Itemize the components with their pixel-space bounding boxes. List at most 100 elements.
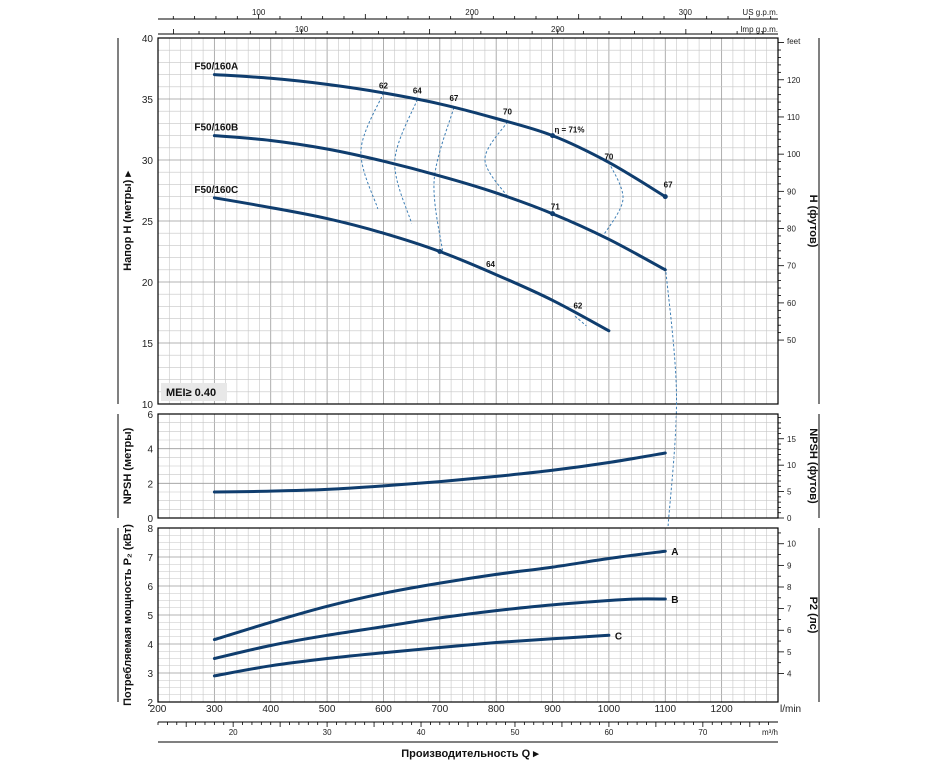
efficiency-isoline	[484, 121, 508, 197]
efficiency-label: 64	[413, 87, 422, 96]
efficiency-isoline	[664, 266, 678, 527]
m3h-tick-label: 40	[417, 728, 426, 737]
bep-marker-b	[550, 211, 556, 217]
mei-box	[161, 383, 227, 401]
head-ytick-label: 25	[142, 217, 154, 228]
head-ytick-label: 15	[142, 339, 154, 350]
power-ytick-label: 4	[147, 640, 153, 651]
head-feet-tick-label: 100	[787, 150, 801, 159]
us-gpm-tick-label: 200	[465, 8, 479, 17]
bep-marker-a-end	[662, 194, 668, 200]
power-curve-label: C	[615, 631, 622, 642]
npsh-ylabel: NPSH (метры)	[122, 427, 134, 504]
m3h-unit: m³/h	[762, 728, 778, 737]
imp-gpm-unit: Imp g.p.m.	[740, 25, 778, 34]
head-feet-tick-label: 120	[787, 76, 801, 85]
efficiency-label: 71	[551, 202, 560, 211]
power-grid-frame	[157, 527, 779, 703]
power-hp-tick-label: 9	[787, 561, 792, 570]
npsh-curve	[212, 451, 667, 494]
power-curve-b	[212, 597, 667, 660]
npsh-feet-tick-label: 5	[787, 488, 792, 497]
mei-annotation: MEI≥ 0.40	[166, 387, 216, 399]
efficiency-label: 64	[486, 260, 495, 269]
power-curve-c	[212, 633, 611, 678]
head-ytick-label: 20	[142, 278, 154, 289]
power-curve-a	[212, 549, 667, 642]
npsh-ylabel-right: NPSH (футов)	[807, 428, 819, 504]
x-lmin-tick-label: 1000	[598, 704, 621, 715]
efficiency-isoline	[394, 99, 418, 224]
us-gpm-tick-label: 300	[679, 8, 693, 17]
npsh-feet-tick-label: 15	[787, 435, 796, 444]
npsh-feet-tick-label: 10	[787, 461, 796, 470]
m3h-tick-label: 70	[698, 728, 707, 737]
imp-gpm-tick-label: 200	[551, 25, 565, 34]
m3h-tick-label: 20	[229, 728, 238, 737]
power-ytick-label: 5	[147, 611, 153, 622]
x-lmin-tick-label: 900	[544, 704, 561, 715]
head-ytick-label: 40	[142, 34, 154, 45]
head-curve-label: F50/160B	[194, 123, 238, 134]
x-lmin-tick-label: 1200	[711, 704, 734, 715]
power-ytick-label: 7	[147, 553, 153, 564]
efficiency-label: 62	[379, 82, 388, 91]
npsh-ytick-label: 2	[147, 479, 153, 490]
m3h-tick-label: 50	[511, 728, 520, 737]
power-ylabel-right: P2 (лс)	[807, 597, 819, 634]
power-ytick-label: 3	[147, 669, 153, 680]
head-feet-unit: feet	[787, 37, 801, 46]
power-ylabel: Потребляемая мощность P₂ (кВт)	[122, 524, 134, 706]
npsh-feet-tick-label: 0	[787, 514, 792, 523]
npsh-ytick-label: 4	[147, 445, 153, 456]
efficiency-label: 62	[573, 301, 582, 310]
power-ytick-label: 8	[147, 524, 153, 535]
us-gpm-unit: US g.p.m.	[742, 8, 778, 17]
head-ylabel-right: H (футов)	[807, 195, 819, 248]
efficiency-label: η = 71%	[554, 126, 584, 135]
x-lmin-tick-label: 600	[375, 704, 392, 715]
head-ytick-label: 35	[142, 95, 154, 106]
power-ytick-label: 2	[147, 698, 153, 709]
efficiency-label: 70	[604, 152, 613, 161]
x-axis-label: Производительность Q ▸	[401, 748, 539, 760]
bep-marker-a	[550, 133, 556, 139]
npsh-ytick-label: 0	[147, 514, 153, 525]
m3h-tick-label: 30	[323, 728, 332, 737]
head-ytick-label: 30	[142, 156, 154, 167]
m3h-tick-label: 60	[604, 728, 613, 737]
npsh-grid-frame	[157, 413, 779, 519]
npsh-ytick-label: 6	[147, 410, 153, 421]
power-hp-tick-label: 7	[787, 605, 792, 614]
head-feet-tick-label: 70	[787, 262, 796, 271]
efficiency-label: 67	[664, 181, 673, 190]
efficiency-isoline	[574, 315, 587, 327]
head-feet-tick-label: 60	[787, 299, 796, 308]
head-curve-f50160b	[212, 134, 667, 272]
power-hp-tick-label: 10	[787, 540, 796, 549]
bep-marker-c	[437, 249, 443, 254]
head-feet-tick-label: 110	[787, 113, 800, 122]
x-lmin-tick-label: 800	[488, 704, 505, 715]
power-hp-tick-label: 5	[787, 648, 792, 657]
head-curve-label: F50/160A	[194, 62, 238, 73]
head-curve-f50160a	[212, 73, 667, 199]
efficiency-isoline	[360, 92, 384, 209]
power-hp-tick-label: 8	[787, 583, 792, 592]
x-lmin-unit: l/min	[780, 704, 801, 715]
power-curve-label: A	[671, 547, 678, 558]
power-hp-tick-label: 6	[787, 626, 792, 635]
head-curve-f50160c	[212, 196, 611, 333]
x-lmin-tick-label: 200	[150, 704, 167, 715]
head-ytick-label: 10	[142, 400, 154, 411]
imp-gpm-tick-label: 100	[295, 25, 309, 34]
power-ytick-label: 6	[147, 582, 153, 593]
head-ylabel: Напор H (метры) ▸	[122, 171, 134, 271]
x-lmin-tick-label: 500	[319, 704, 336, 715]
power-hp-tick-label: 4	[787, 669, 792, 678]
head-feet-tick-label: 90	[787, 187, 796, 196]
head-feet-tick-label: 80	[787, 225, 796, 234]
efficiency-label: 70	[503, 107, 512, 116]
